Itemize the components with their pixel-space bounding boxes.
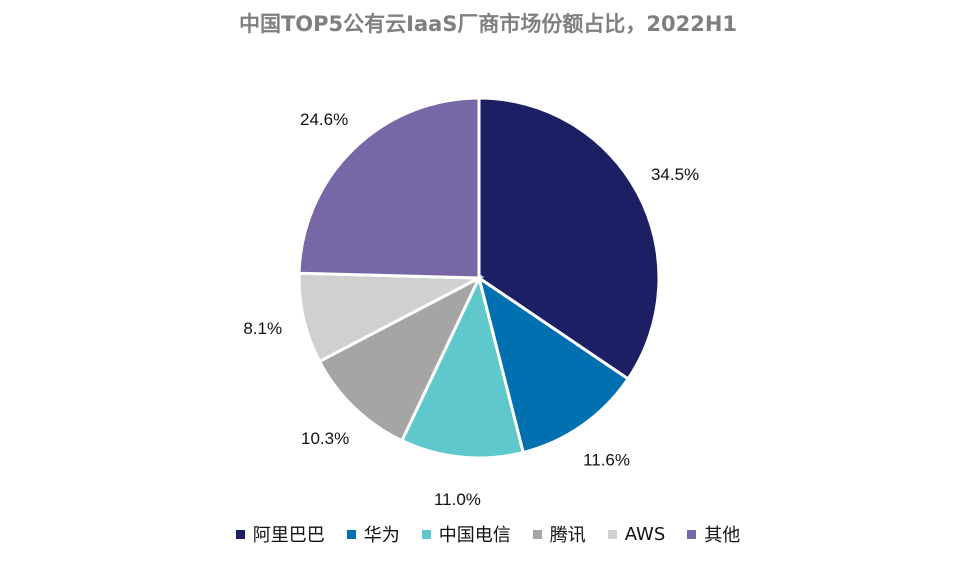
data-label: 24.6% <box>300 110 348 129</box>
chart-title: 中国TOP5公有云IaaS厂商市场份额占比，2022H1 <box>238 12 738 36</box>
legend-label: 阿里巴巴 <box>252 525 325 546</box>
legend-item: 华为 <box>346 521 400 547</box>
legend-item: 中国电信 <box>421 521 511 547</box>
legend-swatch <box>235 529 245 539</box>
pie-slice-3 <box>317 274 483 443</box>
data-label: 34.5% <box>651 165 699 184</box>
legend: 阿里巴巴 华为 中国电信 腾讯 AWS 其他 <box>0 521 976 547</box>
legend-swatch <box>532 529 542 539</box>
pie-slice-5 <box>297 96 481 280</box>
legend-item: 腾讯 <box>532 521 586 547</box>
legend-item: AWS <box>607 521 666 547</box>
legend-item: 其他 <box>687 521 740 547</box>
legend-label: 其他 <box>704 525 741 546</box>
data-label: 8.1% <box>243 319 282 338</box>
pie-slice-0 <box>477 96 661 381</box>
pie-slice-2 <box>399 273 525 460</box>
data-label: 11.6% <box>583 451 630 470</box>
legend-swatch <box>687 529 697 539</box>
legend-item: 阿里巴巴 <box>235 521 325 547</box>
legend-swatch <box>421 529 431 539</box>
legend-label: 腾讯 <box>549 525 586 546</box>
legend-label: 华为 <box>363 525 400 546</box>
pie-slice-4 <box>297 271 485 364</box>
pie-slice-1 <box>476 274 631 455</box>
data-label: 11.0% <box>434 490 481 509</box>
legend-label: AWS <box>624 523 666 545</box>
legend-label: 中国电信 <box>438 525 511 546</box>
legend-swatch <box>346 529 356 539</box>
data-label: 10.3% <box>301 429 349 448</box>
legend-swatch <box>607 529 617 539</box>
